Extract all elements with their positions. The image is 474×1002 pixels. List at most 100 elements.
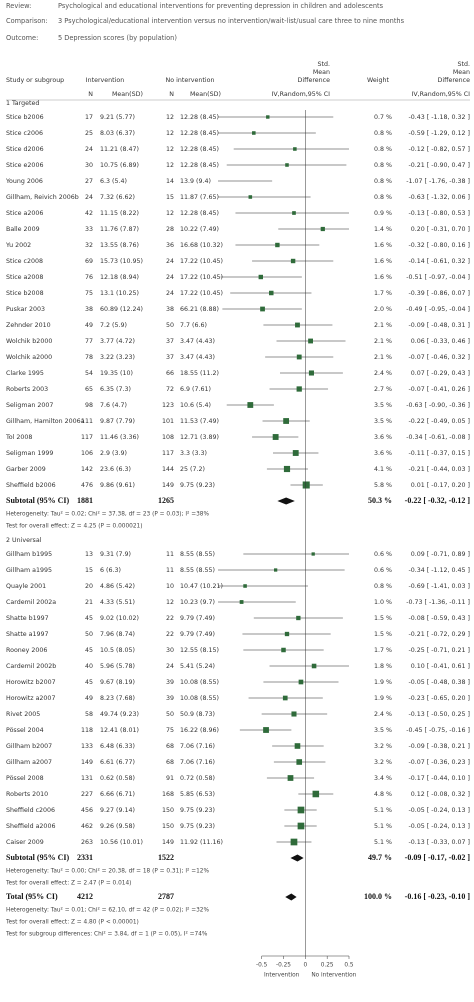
mean-sd-control: 11.92 (11.16) xyxy=(180,839,223,846)
review-label: Review: xyxy=(6,2,31,10)
effect-box xyxy=(292,211,296,215)
study-name: Roberts 2010 xyxy=(6,791,48,798)
n-control: 117 xyxy=(162,450,174,457)
mean-sd-control: 7.06 (7.16) xyxy=(180,743,215,750)
mean-sd-intervention: 13.1 (10.25) xyxy=(100,290,139,297)
col-n1: N xyxy=(88,91,93,98)
summary-label: Total (95% CI) xyxy=(6,892,58,901)
effect-ci: -0.09 [ -0.38, 0.21 ] xyxy=(408,743,470,750)
mean-sd-control: 10.08 (8.55) xyxy=(180,695,219,702)
effect-ci: -0.07 [ -0.36, 0.23 ] xyxy=(408,759,470,766)
summary-label: Subtotal (95% CI) xyxy=(6,853,69,862)
mean-sd-intervention: 3.77 (4.72) xyxy=(100,338,135,345)
n-control: 150 xyxy=(162,807,174,814)
n-control: 37 xyxy=(166,354,174,361)
weight: 5.1 % xyxy=(374,807,392,814)
weight: 0.8 % xyxy=(374,162,392,169)
mean-sd-control: 66.21 (8.88) xyxy=(180,306,219,313)
col-smd-2: Mean xyxy=(313,69,330,76)
mean-sd-control: 17.22 (10.45) xyxy=(180,274,223,281)
n-control: 68 xyxy=(166,743,174,750)
n-intervention: 118 xyxy=(81,727,93,734)
effect-ci: -0.73 [ -1.36, -0.11 ] xyxy=(406,599,470,606)
mean-sd-intervention: 6.61 (6.77) xyxy=(100,759,135,766)
n-intervention: 40 xyxy=(85,663,93,670)
n-control: 39 xyxy=(166,679,174,686)
effect-box xyxy=(308,370,314,376)
mean-sd-control: 12.55 (8.15) xyxy=(180,647,219,654)
n-control: 12 xyxy=(166,146,174,153)
weight: 0.8 % xyxy=(374,130,392,137)
n-control: 108 xyxy=(162,434,174,441)
effect-ci: -0.39 [ -0.86, 0.07 ] xyxy=(408,290,470,297)
col-no-intervention: No intervention xyxy=(166,77,215,84)
n-intervention: 75 xyxy=(85,290,93,297)
study-name: Gillham a2007 xyxy=(6,759,52,766)
n-intervention: 32 xyxy=(85,242,93,249)
mean-sd-intervention: 19.35 (10) xyxy=(100,370,133,377)
mean-sd-intervention: 9.67 (8.19) xyxy=(100,679,135,686)
effect-box xyxy=(297,822,305,830)
effect-ci: 0.20 [ -0.31, 0.70 ] xyxy=(411,226,470,233)
n-control: 101 xyxy=(162,418,174,425)
weight: 4.1 % xyxy=(374,466,392,473)
n-control: 149 xyxy=(162,482,174,489)
effect-ci: 0.07 [ -0.29, 0.43 ] xyxy=(411,370,470,377)
effect-ci: -0.59 [ -1.29, 0.12 ] xyxy=(408,130,470,137)
n-intervention: 117 xyxy=(81,434,93,441)
effect-ci: -0.34 [ -1.12, 0.45 ] xyxy=(408,567,470,574)
n-control: 123 xyxy=(162,402,174,409)
mean-sd-control: 9.75 (9.23) xyxy=(180,807,215,814)
study-name: Stice e2006 xyxy=(6,162,43,169)
n-control: 30 xyxy=(166,647,174,654)
study-name: Tol 2008 xyxy=(5,434,32,441)
effect-box xyxy=(311,552,315,556)
mean-sd-control: 12.28 (8.45) xyxy=(180,162,219,169)
effect-box xyxy=(281,647,286,653)
weight: 1.9 % xyxy=(374,695,392,702)
mean-sd-intervention: 60.89 (12.24) xyxy=(100,306,143,313)
mean-sd-control: 12.28 (8.45) xyxy=(180,146,219,153)
mean-sd-intervention: 15.73 (10.95) xyxy=(100,258,143,265)
weight: 3.2 % xyxy=(374,759,392,766)
n-intervention: 462 xyxy=(81,823,93,830)
weight: 1.5 % xyxy=(374,631,392,638)
weight: 100.0 % xyxy=(364,892,392,901)
n-control: 37 xyxy=(166,338,174,345)
weight: 1.7 % xyxy=(374,647,392,654)
effect-box xyxy=(248,195,253,199)
weight: 1.6 % xyxy=(374,258,392,265)
n-control: 12 xyxy=(166,162,174,169)
col-mean-sd1: Mean(SD) xyxy=(112,91,143,98)
n-intervention: 142 xyxy=(81,466,93,473)
mean-sd-intervention: 9.02 (10.02) xyxy=(100,615,139,622)
n-intervention: 49 xyxy=(85,322,93,329)
study-name: Sheffield c2006 xyxy=(6,807,55,814)
effect-ci: 0.12 [ -0.08, 0.32 ] xyxy=(411,791,470,798)
n-intervention: 25 xyxy=(85,130,93,137)
mean-sd-intervention: 11.15 (8.22) xyxy=(100,210,139,217)
effect-ci: -0.63 [ -1.32, 0.06 ] xyxy=(408,194,470,201)
effect-box xyxy=(290,838,298,846)
effect-ci: -1.07 [ -1.76, -0.38 ] xyxy=(406,178,470,185)
study-name: Zehnder 2010 xyxy=(6,322,51,329)
effect-ci: -0.07 [ -0.46, 0.32 ] xyxy=(408,354,470,361)
effect-box xyxy=(296,354,302,360)
n-intervention: 21 xyxy=(85,599,93,606)
n-intervention: 45 xyxy=(85,679,93,686)
mean-sd-intervention: 12.18 (8.94) xyxy=(100,274,139,281)
n-intervention: 476 xyxy=(81,482,93,489)
n-intervention: 33 xyxy=(85,226,93,233)
heterogeneity: Heterogeneity: Tau² = 0.01; Chi² = 62.10… xyxy=(6,907,209,914)
effect-ci: -0.43 [ -1.18, 0.32 ] xyxy=(408,114,470,121)
col-smd-3: Difference xyxy=(298,77,331,84)
study-name: Puskar 2003 xyxy=(6,306,45,313)
study-name: Wolchik b2000 xyxy=(6,338,52,345)
study-name: Gillham a1995 xyxy=(6,567,52,574)
study-name: Stice a2008 xyxy=(6,274,43,281)
x-tick-label: -0.25 xyxy=(276,963,291,969)
mean-sd-intervention: 7.32 (6.62) xyxy=(100,194,135,201)
weight: 1.4 % xyxy=(374,226,392,233)
mean-sd-control: 9.79 (7.49) xyxy=(180,615,215,622)
